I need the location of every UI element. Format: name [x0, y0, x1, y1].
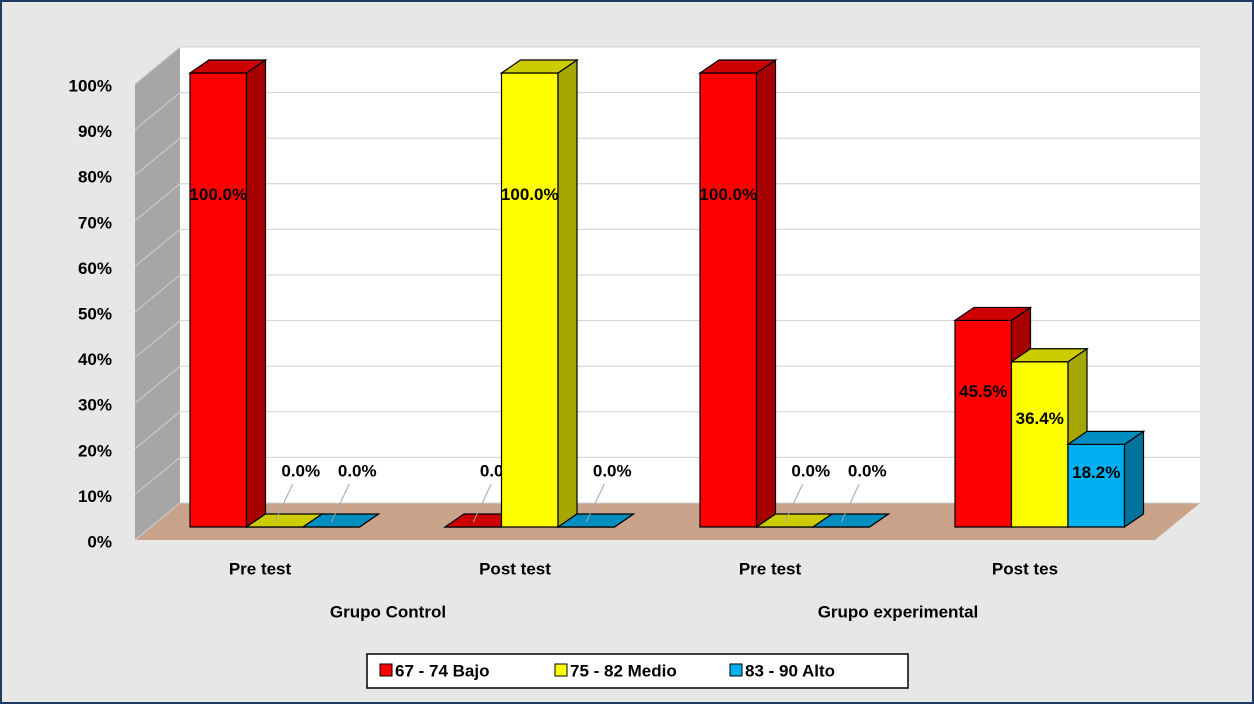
y-tick-label: 50%: [78, 304, 112, 323]
y-tick-label: 80%: [78, 168, 112, 187]
grid-line: [134, 183, 181, 222]
bar-face: [301, 513, 381, 528]
grid-line: [134, 320, 181, 358]
bar: [1066, 430, 1146, 529]
data-label: 36.4%: [1016, 409, 1064, 428]
leader-line: [840, 483, 860, 523]
data-label: 0.0%: [593, 461, 632, 480]
bar-face: [1123, 430, 1145, 529]
bar-face: [556, 513, 636, 528]
grid-line: [134, 274, 181, 313]
x-tick-label: Pre test: [739, 559, 802, 578]
legend-label: 67 - 74 Bajo: [395, 661, 490, 680]
x-tick-label: Post test: [479, 559, 551, 578]
bar-face: [1010, 361, 1069, 528]
bar-face: [698, 59, 778, 74]
y-tick-label: 60%: [78, 259, 112, 278]
legend-label: 75 - 82 Medio: [570, 661, 677, 680]
x-tick-label: Pre test: [229, 559, 292, 578]
y-tick-label: 10%: [78, 487, 112, 506]
bar: [188, 58, 268, 529]
bar-face: [699, 72, 758, 528]
bar-face: [188, 59, 268, 74]
bar-face: [557, 58, 578, 529]
grid-line: [134, 137, 181, 176]
x-tick-label: Post tes: [992, 559, 1058, 578]
data-label: 0.0%: [848, 461, 887, 480]
legend-label: 83 - 90 Alto: [745, 661, 835, 680]
bar: [698, 58, 778, 529]
bar: [556, 513, 636, 528]
group-label: Grupo Control: [330, 602, 446, 621]
y-tick-label: 100%: [69, 76, 112, 95]
bar-face: [811, 513, 891, 528]
leader-line: [274, 483, 294, 523]
data-label: 0.0%: [338, 461, 377, 480]
grid-line: [134, 92, 181, 130]
bar-face: [500, 72, 559, 528]
bar-face: [245, 58, 267, 529]
data-label: 45.5%: [959, 382, 1007, 401]
bar-face: [1067, 443, 1126, 528]
y-tick-label: 0%: [87, 532, 112, 551]
y-tick-label: 70%: [78, 213, 112, 232]
legend-swatch: [379, 663, 393, 677]
grid-line: [134, 502, 181, 541]
grid-line: [134, 457, 181, 495]
y-tick-label: 30%: [78, 396, 112, 415]
bar: [301, 513, 381, 528]
bar-face: [1009, 348, 1089, 363]
leader-line: [585, 483, 605, 523]
legend-swatch: [729, 663, 743, 677]
bar-face: [189, 72, 248, 528]
bar-face: [953, 306, 1033, 322]
data-label: 0.0%: [791, 461, 830, 480]
floor: [135, 503, 1200, 540]
data-label: 100.0%: [501, 185, 559, 204]
y-tick-label: 20%: [78, 441, 112, 460]
leader-line: [330, 483, 350, 523]
data-label: 100.0%: [699, 185, 757, 204]
legend-box: [366, 653, 909, 689]
grid-line: [134, 411, 181, 450]
bar-face: [755, 58, 777, 529]
grid-line: [134, 229, 181, 267]
y-tick-label: 90%: [78, 122, 112, 141]
group-label: Grupo experimental: [818, 602, 979, 621]
bar: [811, 513, 891, 528]
data-label: 18.2%: [1072, 463, 1120, 482]
bar: [499, 58, 579, 529]
bar-face: [1066, 430, 1146, 445]
y-tick-label: 40%: [78, 350, 112, 369]
leader-line: [784, 483, 804, 523]
bar-face: [954, 319, 1013, 528]
legend-swatch: [554, 663, 568, 677]
data-label: 0.0%: [281, 461, 320, 480]
data-label: 100.0%: [189, 185, 247, 204]
grid-line: [134, 365, 181, 404]
leader-line: [472, 483, 492, 523]
bar-face: [499, 59, 579, 74]
grid-line: [134, 46, 181, 85]
